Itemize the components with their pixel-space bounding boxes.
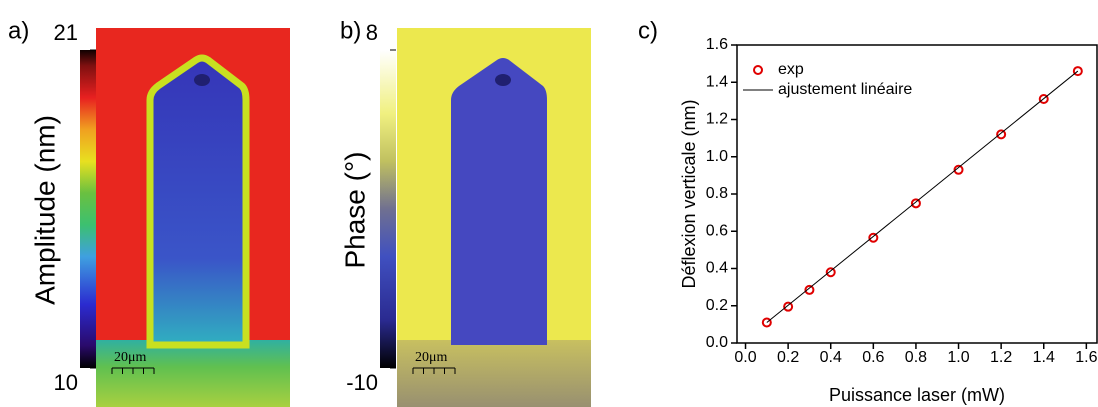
scale-bar-label: 20μm [415, 350, 448, 365]
data-point [910, 198, 921, 209]
pillar-tip [495, 74, 511, 86]
data-point [1038, 94, 1049, 105]
image: 20μm [397, 28, 591, 407]
y-tick-label: 0.0 [706, 334, 728, 351]
legend-label: ajustement linéaire [778, 81, 912, 98]
x-tick-label: 1.0 [947, 349, 969, 366]
colorbar-tick-label: 21 [54, 20, 78, 45]
data-point [953, 164, 964, 175]
data-point [804, 284, 815, 295]
colorbar [80, 50, 96, 368]
y-tick-label: 0.4 [706, 260, 728, 277]
y-tick-label: 0.2 [706, 297, 728, 314]
y-axis-label: Déflexion verticale (nm) [679, 99, 699, 288]
y-tick-label: 1.0 [706, 148, 728, 165]
colorbar [380, 50, 396, 368]
data-point [761, 317, 772, 328]
x-tick-label: 0.2 [777, 349, 799, 366]
pillar [451, 58, 547, 345]
x-tick-label: 0.6 [862, 349, 884, 366]
data-point [996, 129, 1007, 140]
fit-line [766, 70, 1079, 323]
colorbar-label: Amplitude (nm) [29, 115, 60, 305]
x-tick-label: 0.8 [905, 349, 927, 366]
y-tick-label: 0.6 [706, 222, 728, 239]
x-tick-label: 1.6 [1075, 349, 1097, 366]
image-base [397, 340, 591, 407]
image: 20μm [96, 28, 290, 407]
data-point [1072, 66, 1083, 77]
image-base [96, 340, 290, 407]
data-point [783, 301, 794, 312]
data-point [868, 232, 879, 243]
y-tick-label: 1.2 [706, 111, 728, 128]
panel-label: b) [340, 17, 361, 44]
panel-label: a) [8, 17, 29, 44]
panel-label: c) [638, 17, 658, 44]
y-tick-label: 1.6 [706, 36, 728, 53]
x-tick-label: 0.4 [820, 349, 842, 366]
legend-marker [753, 65, 763, 75]
data-point [825, 267, 836, 278]
x-tick-label: 1.4 [1033, 349, 1055, 366]
y-tick-label: 1.4 [706, 73, 728, 90]
x-tick-label: 1.2 [990, 349, 1012, 366]
pillar-tip [194, 74, 210, 86]
legend-label: exp [778, 61, 804, 78]
scale-bar-label: 20μm [114, 350, 147, 365]
pillar [146, 54, 250, 349]
colorbar-tick-label: 10 [54, 370, 78, 395]
colorbar-tick-label: -10 [346, 370, 378, 395]
x-axis-label: Puissance laser (mW) [829, 385, 1005, 405]
colorbar-tick-label: 8 [366, 20, 378, 45]
y-tick-label: 0.8 [706, 185, 728, 202]
colorbar-label: Phase (°) [339, 151, 370, 268]
x-tick-label: 0.0 [734, 349, 756, 366]
